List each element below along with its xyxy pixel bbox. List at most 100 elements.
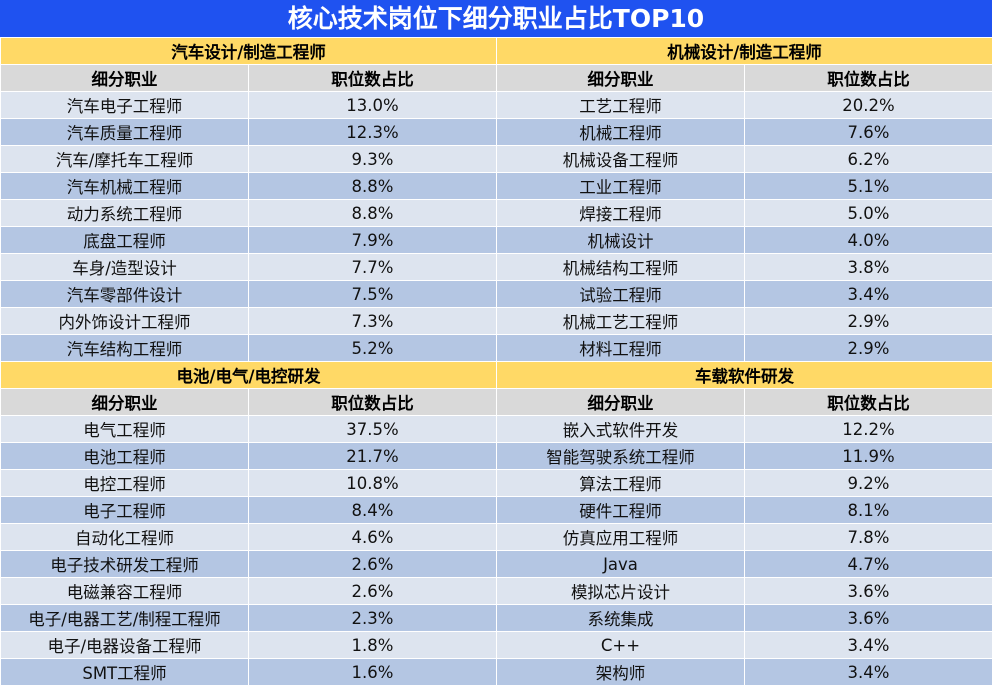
column-header-job: 细分职业 xyxy=(0,388,249,416)
section-title: 车载软件研发 xyxy=(496,361,992,389)
table-row: 电子技术研发工程师 2.6% xyxy=(0,550,497,578)
job-cell: 工艺工程师 xyxy=(496,91,745,119)
share-cell: 2.9% xyxy=(744,334,992,362)
table-row: 汽车质量工程师 12.3% xyxy=(0,118,497,146)
table-row: 智能驾驶系统工程师 11.9% xyxy=(496,442,992,470)
table-row: 电子/电器工艺/制程工程师 2.3% xyxy=(0,604,497,632)
table-row: 电控工程师 10.8% xyxy=(0,469,497,497)
table-row: 仿真应用工程师 7.8% xyxy=(496,523,992,551)
share-cell: 3.4% xyxy=(744,280,992,308)
job-cell: 嵌入式软件开发 xyxy=(496,415,745,443)
share-cell: 7.3% xyxy=(248,307,497,335)
section-table-1: 机械设计/制造工程师 细分职业 职位数占比 工艺工程师 20.2% 机械工程师 7.6% 机械… xyxy=(496,37,992,362)
job-cell: 架构师 xyxy=(496,658,745,686)
share-cell: 13.0% xyxy=(248,91,497,119)
share-cell: 2.6% xyxy=(248,550,497,578)
share-cell: 7.9% xyxy=(248,226,497,254)
table-row: 汽车电子工程师 13.0% xyxy=(0,91,497,119)
table-row: 电子工程师 8.4% xyxy=(0,496,497,524)
table-row: Java 4.7% xyxy=(496,550,992,578)
column-header-job: 细分职业 xyxy=(0,64,249,92)
job-cell: 汽车机械工程师 xyxy=(0,172,249,200)
section-table-2: 电池/电气/电控研发 细分职业 职位数占比 电气工程师 37.5% 电池工程师 21.7% 电… xyxy=(0,361,497,686)
share-cell: 8.1% xyxy=(744,496,992,524)
table-row: 嵌入式软件开发 12.2% xyxy=(496,415,992,443)
table-row: 内外饰设计工程师 7.3% xyxy=(0,307,497,335)
share-cell: 21.7% xyxy=(248,442,497,470)
share-cell: 3.6% xyxy=(744,577,992,605)
table-row: 汽车零部件设计 7.5% xyxy=(0,280,497,308)
section-header: 机械设计/制造工程师 xyxy=(496,37,992,65)
share-cell: 8.8% xyxy=(248,199,497,227)
share-cell: 7.7% xyxy=(248,253,497,281)
job-cell: 底盘工程师 xyxy=(0,226,249,254)
column-header-job: 细分职业 xyxy=(496,388,745,416)
column-header-job: 细分职业 xyxy=(496,64,745,92)
table-row: 电气工程师 37.5% xyxy=(0,415,497,443)
job-cell: 电气工程师 xyxy=(0,415,249,443)
job-cell: 机械设备工程师 xyxy=(496,145,745,173)
column-header-share: 职位数占比 xyxy=(744,64,992,92)
job-cell: 系统集成 xyxy=(496,604,745,632)
job-cell: 工业工程师 xyxy=(496,172,745,200)
share-cell: 11.9% xyxy=(744,442,992,470)
table-row: 汽车/摩托车工程师 9.3% xyxy=(0,145,497,173)
share-cell: 8.4% xyxy=(248,496,497,524)
table-row: 汽车机械工程师 8.8% xyxy=(0,172,497,200)
job-cell: 电控工程师 xyxy=(0,469,249,497)
job-cell: 汽车电子工程师 xyxy=(0,91,249,119)
job-cell: 机械结构工程师 xyxy=(496,253,745,281)
table-row: 架构师 3.4% xyxy=(496,658,992,686)
job-cell: 机械设计 xyxy=(496,226,745,254)
job-cell: 电子/电器工艺/制程工程师 xyxy=(0,604,249,632)
table-row: 工业工程师 5.1% xyxy=(496,172,992,200)
job-cell: 模拟芯片设计 xyxy=(496,577,745,605)
job-cell: 电子技术研发工程师 xyxy=(0,550,249,578)
table-row: 机械设备工程师 6.2% xyxy=(496,145,992,173)
column-header-row: 细分职业 职位数占比 xyxy=(496,64,992,92)
job-cell: 电池工程师 xyxy=(0,442,249,470)
share-cell: 8.8% xyxy=(248,172,497,200)
column-header-share: 职位数占比 xyxy=(248,64,497,92)
table-row: 机械工程师 7.6% xyxy=(496,118,992,146)
table-row: 机械结构工程师 3.8% xyxy=(496,253,992,281)
section-title: 汽车设计/制造工程师 xyxy=(0,37,497,65)
share-cell: 9.2% xyxy=(744,469,992,497)
job-cell: 动力系统工程师 xyxy=(0,199,249,227)
job-cell: 电子工程师 xyxy=(0,496,249,524)
table-row: 算法工程师 9.2% xyxy=(496,469,992,497)
share-cell: 1.8% xyxy=(248,631,497,659)
job-cell: 仿真应用工程师 xyxy=(496,523,745,551)
job-cell: 智能驾驶系统工程师 xyxy=(496,442,745,470)
column-header-share: 职位数占比 xyxy=(744,388,992,416)
job-cell: 内外饰设计工程师 xyxy=(0,307,249,335)
job-cell: 试验工程师 xyxy=(496,280,745,308)
section-header: 电池/电气/电控研发 xyxy=(0,361,497,389)
table-row: 自动化工程师 4.6% xyxy=(0,523,497,551)
share-cell: 2.6% xyxy=(248,577,497,605)
share-cell: 9.3% xyxy=(248,145,497,173)
share-cell: 5.0% xyxy=(744,199,992,227)
table-row: 系统集成 3.6% xyxy=(496,604,992,632)
page-title: 核心技术岗位下细分职业占比TOP10 xyxy=(0,0,992,37)
share-cell: 2.9% xyxy=(744,307,992,335)
table-row: 硬件工程师 8.1% xyxy=(496,496,992,524)
share-cell: 7.5% xyxy=(248,280,497,308)
share-cell: 1.6% xyxy=(248,658,497,686)
column-header-row: 细分职业 职位数占比 xyxy=(0,388,497,416)
share-cell: 12.3% xyxy=(248,118,497,146)
table-row: 电池工程师 21.7% xyxy=(0,442,497,470)
table-row: 车身/造型设计 7.7% xyxy=(0,253,497,281)
job-cell: SMT工程师 xyxy=(0,658,249,686)
share-cell: 6.2% xyxy=(744,145,992,173)
table-row: 电子/电器设备工程师 1.8% xyxy=(0,631,497,659)
table-row: C++ 3.4% xyxy=(496,631,992,659)
table-row: 材料工程师 2.9% xyxy=(496,334,992,362)
share-cell: 3.6% xyxy=(744,604,992,632)
share-cell: 4.6% xyxy=(248,523,497,551)
table-row: 工艺工程师 20.2% xyxy=(496,91,992,119)
job-cell: 机械工程师 xyxy=(496,118,745,146)
job-cell: C++ xyxy=(496,631,745,659)
section-header: 车载软件研发 xyxy=(496,361,992,389)
job-cell: 汽车质量工程师 xyxy=(0,118,249,146)
